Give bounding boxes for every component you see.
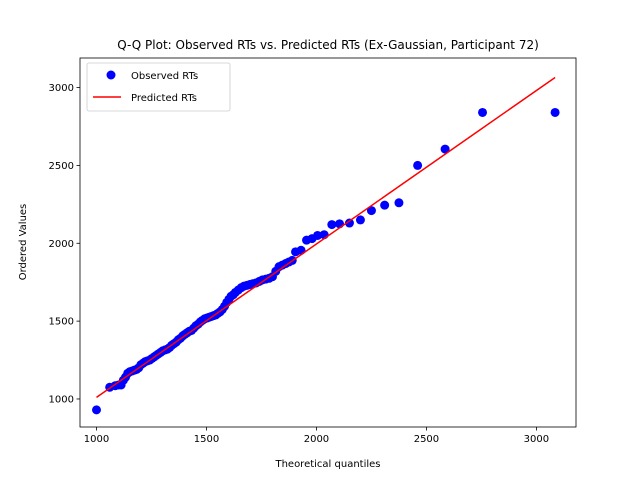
observed-point xyxy=(296,245,306,255)
y-tick-label: 2000 xyxy=(49,239,74,250)
legend-label-predicted: Predicted RTs xyxy=(131,93,197,104)
observed-point xyxy=(394,198,404,208)
legend-marker-observed xyxy=(106,70,116,80)
observed-point xyxy=(313,230,323,240)
observed-point xyxy=(413,160,423,170)
y-tick-label: 2500 xyxy=(49,161,74,172)
x-axis-label: Theoretical quantiles xyxy=(274,459,380,470)
y-tick-label: 3000 xyxy=(49,83,74,94)
observed-point xyxy=(344,218,354,228)
observed-point xyxy=(380,200,390,210)
x-tick-label: 2500 xyxy=(414,434,439,445)
observed-point xyxy=(440,144,450,154)
observed-point xyxy=(550,107,560,117)
x-tick-label: 3000 xyxy=(524,434,549,445)
axes-frame xyxy=(79,57,577,428)
legend: Observed RTs Predicted RTs xyxy=(86,62,231,112)
observed-point xyxy=(478,107,488,117)
plot-area: 1000 1500 2000 2500 3000 1000 1500 2000 2500 300… xyxy=(49,57,577,445)
x-axis-ticks: 1000 1500 2000 2500 3000 xyxy=(84,427,549,445)
chart-title: Q-Q Plot: Observed RTs vs. Predicted RTs… xyxy=(117,38,539,52)
predicted-line-group xyxy=(96,76,556,399)
y-tick-label: 1500 xyxy=(49,317,74,328)
y-axis-label: Ordered Values xyxy=(18,204,29,281)
x-tick-label: 1500 xyxy=(194,434,219,445)
observed-point xyxy=(355,215,365,225)
x-tick-label: 1000 xyxy=(84,434,109,445)
y-tick-label: 1000 xyxy=(49,394,74,405)
y-axis-ticks: 1000 1500 2000 2500 3000 xyxy=(49,83,80,405)
observed-point xyxy=(366,206,376,216)
legend-label-observed: Observed RTs xyxy=(131,71,198,82)
x-tick-label: 2000 xyxy=(304,434,329,445)
legend-box xyxy=(86,62,231,112)
predicted-line xyxy=(96,76,556,399)
observed-point xyxy=(91,405,101,415)
observed-point xyxy=(327,220,337,230)
